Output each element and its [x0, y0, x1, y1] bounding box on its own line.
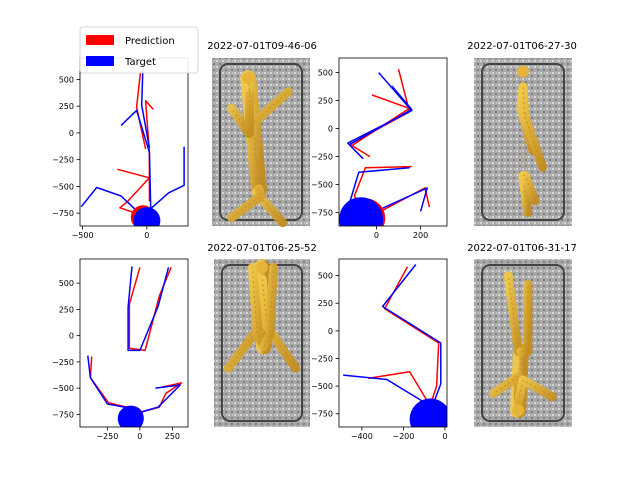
target-line-3: [129, 384, 181, 417]
y-tick-label: −500: [311, 382, 333, 391]
y-tick-label: 0: [328, 327, 333, 336]
y-tick-label: −500: [311, 181, 333, 190]
y-tick-label: −750: [311, 410, 333, 419]
target-line-1: [127, 266, 170, 352]
y-tick-label: 250: [318, 97, 333, 106]
x-tick-label: 0: [374, 231, 379, 240]
head: [512, 404, 525, 417]
y-tick-label: −250: [311, 354, 333, 363]
bottom-middle-plot: −400 −200 0 500 250 0 −250 −500 −750: [311, 258, 448, 441]
x-tick-label: 0: [442, 432, 447, 441]
y-tick-label: −250: [311, 153, 333, 162]
axes-frame: [338, 258, 448, 428]
y-tick-label: 500: [318, 272, 333, 281]
pose-image-1: [212, 58, 310, 228]
x-tick-label: −400: [351, 432, 373, 441]
skeleton-line: [261, 279, 297, 369]
head: [256, 261, 268, 274]
target-line-3: [80, 186, 141, 215]
target-root-marker: [117, 405, 144, 427]
image-title-4: 2022-07-01T06-31-17: [467, 243, 577, 254]
head: [517, 65, 529, 78]
y-tick-label: −500: [52, 384, 74, 393]
target-root-marker: [409, 398, 447, 427]
legend-swatch-prediction: [86, 35, 114, 45]
x-tick-label: −500: [72, 231, 94, 240]
skeleton-line: [522, 87, 544, 168]
prediction-line-1: [349, 69, 411, 158]
target-root-marker: [339, 197, 384, 226]
y-tick-label: 0: [328, 125, 333, 134]
top-left-plot: −500 0 500 250 0 −250 −500 −750: [52, 57, 189, 240]
prediction-line-2: [367, 370, 429, 404]
image-title-2: 2022-07-01T06-27-30: [467, 41, 577, 52]
target-line-2: [120, 109, 152, 208]
skeleton-line: [518, 379, 553, 402]
skeleton-line: [523, 175, 536, 201]
body-limb: [227, 90, 255, 139]
axes-frame: [79, 258, 189, 428]
skeleton-line: [231, 188, 262, 219]
y-tick-label: −750: [52, 209, 74, 218]
target-line-2: [349, 85, 413, 145]
axes-frame: [79, 57, 189, 227]
head: [242, 72, 255, 85]
image-layer: [212, 58, 572, 427]
body-limb: [259, 262, 278, 351]
y-tick-label: −500: [52, 182, 74, 191]
pose-image-tray: [219, 63, 303, 221]
image-title-1: 2022-07-01T09-46-06: [207, 41, 317, 52]
x-tick-label: 0: [144, 231, 149, 240]
target-line-1: [381, 264, 442, 407]
y-tick-label: 250: [318, 299, 333, 308]
image-title-3: 2022-07-01T06-25-52: [207, 243, 317, 254]
y-tick-label: 250: [59, 305, 74, 314]
legend-label-prediction: Prediction: [125, 36, 175, 47]
y-tick-label: 500: [318, 69, 333, 78]
plot-data: [80, 64, 185, 226]
legend: Prediction Target: [79, 26, 199, 74]
plot-data: [339, 69, 431, 226]
y-tick-label: −250: [52, 156, 74, 165]
target-line-4: [362, 187, 428, 218]
plot-data: [87, 266, 183, 427]
legend-label-target: Target: [124, 57, 156, 68]
y-tick-label: 500: [59, 279, 74, 288]
y-tick-label: −750: [311, 209, 333, 218]
x-tick-label: 250: [165, 432, 180, 441]
y-tick-label: 500: [59, 75, 74, 84]
skeleton-line: [521, 284, 529, 352]
pose-image-2: [474, 58, 572, 226]
prediction-line-4: [371, 187, 431, 217]
y-tick-label: −750: [52, 410, 74, 419]
x-tick-label: −200: [392, 432, 414, 441]
y-tick-label: 0: [69, 332, 74, 341]
prediction-line-1: [135, 72, 147, 150]
x-tick-label: 200: [413, 231, 428, 240]
target-line-2: [87, 355, 131, 417]
target-line-4: [148, 146, 185, 211]
legend-swatch-target: [86, 56, 114, 66]
top-middle-plot: 0 200 500 250 0 −250 −500 −750: [311, 57, 448, 240]
bottom-left-plot: −250 0 250 500 250 0 −250 −500 −750: [52, 258, 189, 441]
y-tick-label: −250: [52, 358, 74, 367]
pose-image-4: [474, 259, 572, 427]
x-tick-label: 0: [137, 432, 142, 441]
y-tick-label: 0: [69, 129, 74, 138]
pose-image-3: [214, 259, 310, 427]
y-tick-label: 250: [59, 102, 74, 111]
plot-data: [343, 264, 447, 427]
target-line-1: [140, 64, 151, 149]
x-tick-label: −250: [96, 432, 118, 441]
prediction-line-1: [128, 267, 172, 352]
target-line-2: [343, 374, 431, 407]
pose-image-tray: [481, 264, 565, 422]
target-root-marker: [133, 207, 161, 226]
axes-frame: [338, 57, 448, 227]
